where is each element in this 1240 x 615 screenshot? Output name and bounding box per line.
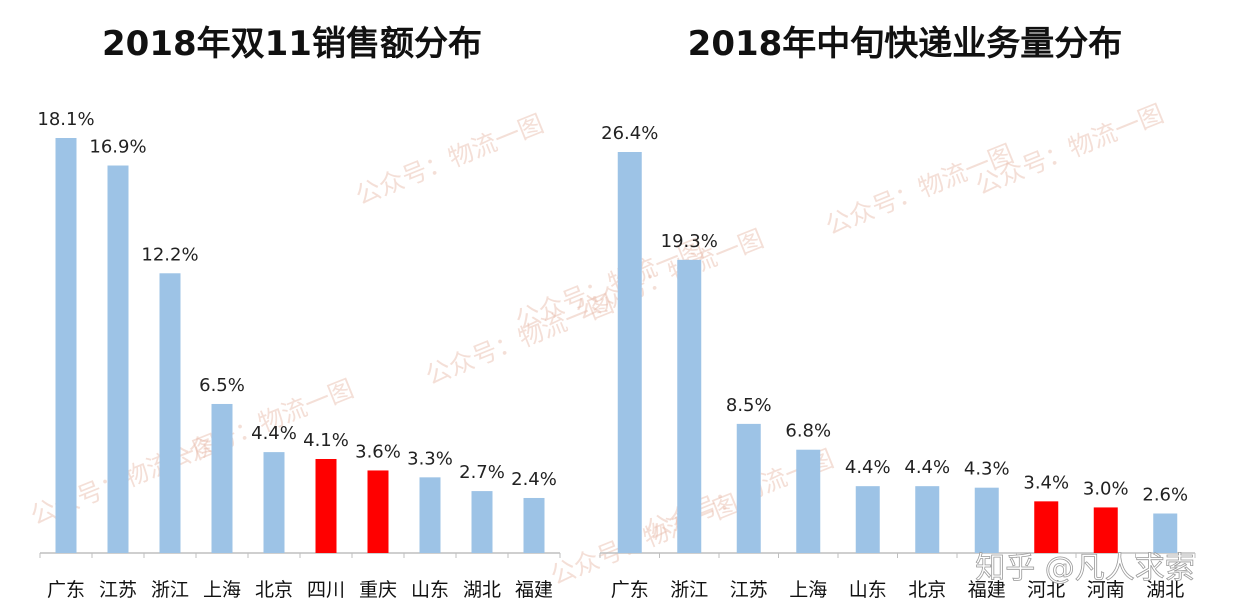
x-tick-label: 上海 xyxy=(789,579,827,601)
bar-福建 xyxy=(523,497,545,553)
data-label: 3.6% xyxy=(355,441,401,462)
x-tick-label: 福建 xyxy=(515,579,553,601)
data-label: 4.4% xyxy=(904,457,950,478)
bar-广东 xyxy=(55,138,77,553)
data-label: 26.4% xyxy=(601,123,658,144)
data-label: 2.4% xyxy=(511,469,557,490)
data-label: 12.2% xyxy=(141,244,198,265)
data-label: 3.3% xyxy=(407,448,453,469)
x-tick-label: 浙江 xyxy=(151,579,189,601)
data-label: 4.4% xyxy=(845,457,891,478)
x-tick-label: 北京 xyxy=(908,579,946,601)
credit-watermark: 知乎 @凡人求索 xyxy=(975,551,1195,586)
bar-浙江 xyxy=(159,273,181,553)
chart-title: 2018年中旬快递业务量分布 xyxy=(688,24,1123,64)
bar-湖北 xyxy=(1153,513,1178,553)
data-label: 18.1% xyxy=(37,109,94,130)
x-tick-label: 重庆 xyxy=(359,579,397,601)
bar-湖北 xyxy=(471,491,493,553)
bar-上海 xyxy=(796,449,821,553)
data-label: 4.1% xyxy=(303,430,349,451)
bar-江苏 xyxy=(107,165,129,554)
bar-山东 xyxy=(419,477,441,553)
x-tick-label: 四川 xyxy=(307,579,345,601)
data-label: 6.8% xyxy=(785,421,831,442)
bar-上海 xyxy=(211,403,233,553)
x-tick-label: 河南 xyxy=(1087,579,1125,601)
data-label: 2.7% xyxy=(459,462,505,483)
bar-北京 xyxy=(915,486,940,553)
x-tick-label: 江苏 xyxy=(730,579,768,601)
bar-河北 xyxy=(1034,501,1059,553)
bar-浙江 xyxy=(677,259,702,553)
data-label: 8.5% xyxy=(726,395,772,416)
data-label: 16.9% xyxy=(89,137,146,158)
bar-河南 xyxy=(1093,507,1118,553)
x-tick-label: 山东 xyxy=(849,579,887,601)
data-label: 2.6% xyxy=(1142,485,1188,506)
x-tick-label: 福建 xyxy=(968,579,1006,601)
chart-title: 2018年双11销售额分布 xyxy=(102,24,482,64)
bar-山东 xyxy=(855,486,880,553)
bar-四川 xyxy=(315,458,337,553)
x-tick-label: 山东 xyxy=(411,579,449,601)
x-tick-label: 上海 xyxy=(203,579,241,601)
data-label: 4.4% xyxy=(251,423,297,444)
x-tick-label: 湖北 xyxy=(463,579,501,601)
bar-江苏 xyxy=(736,423,761,553)
bar-广东 xyxy=(617,152,642,553)
data-label: 6.5% xyxy=(199,375,245,396)
x-tick-label: 浙江 xyxy=(670,579,708,601)
bar-北京 xyxy=(263,452,285,553)
data-label: 4.3% xyxy=(964,459,1010,480)
x-tick-label: 广东 xyxy=(47,579,85,601)
x-tick-label: 河北 xyxy=(1027,579,1065,601)
x-tick-label: 湖北 xyxy=(1146,579,1184,601)
x-tick-label: 广东 xyxy=(611,579,649,601)
data-label: 3.4% xyxy=(1023,472,1069,493)
watermark-text: 公众号：物流一图 xyxy=(351,109,547,211)
bar-重庆 xyxy=(367,470,389,553)
x-tick-label: 北京 xyxy=(255,579,293,601)
data-label: 3.0% xyxy=(1083,478,1129,499)
bar-福建 xyxy=(974,487,999,553)
data-label: 19.3% xyxy=(661,231,718,252)
x-tick-label: 江苏 xyxy=(99,579,137,601)
